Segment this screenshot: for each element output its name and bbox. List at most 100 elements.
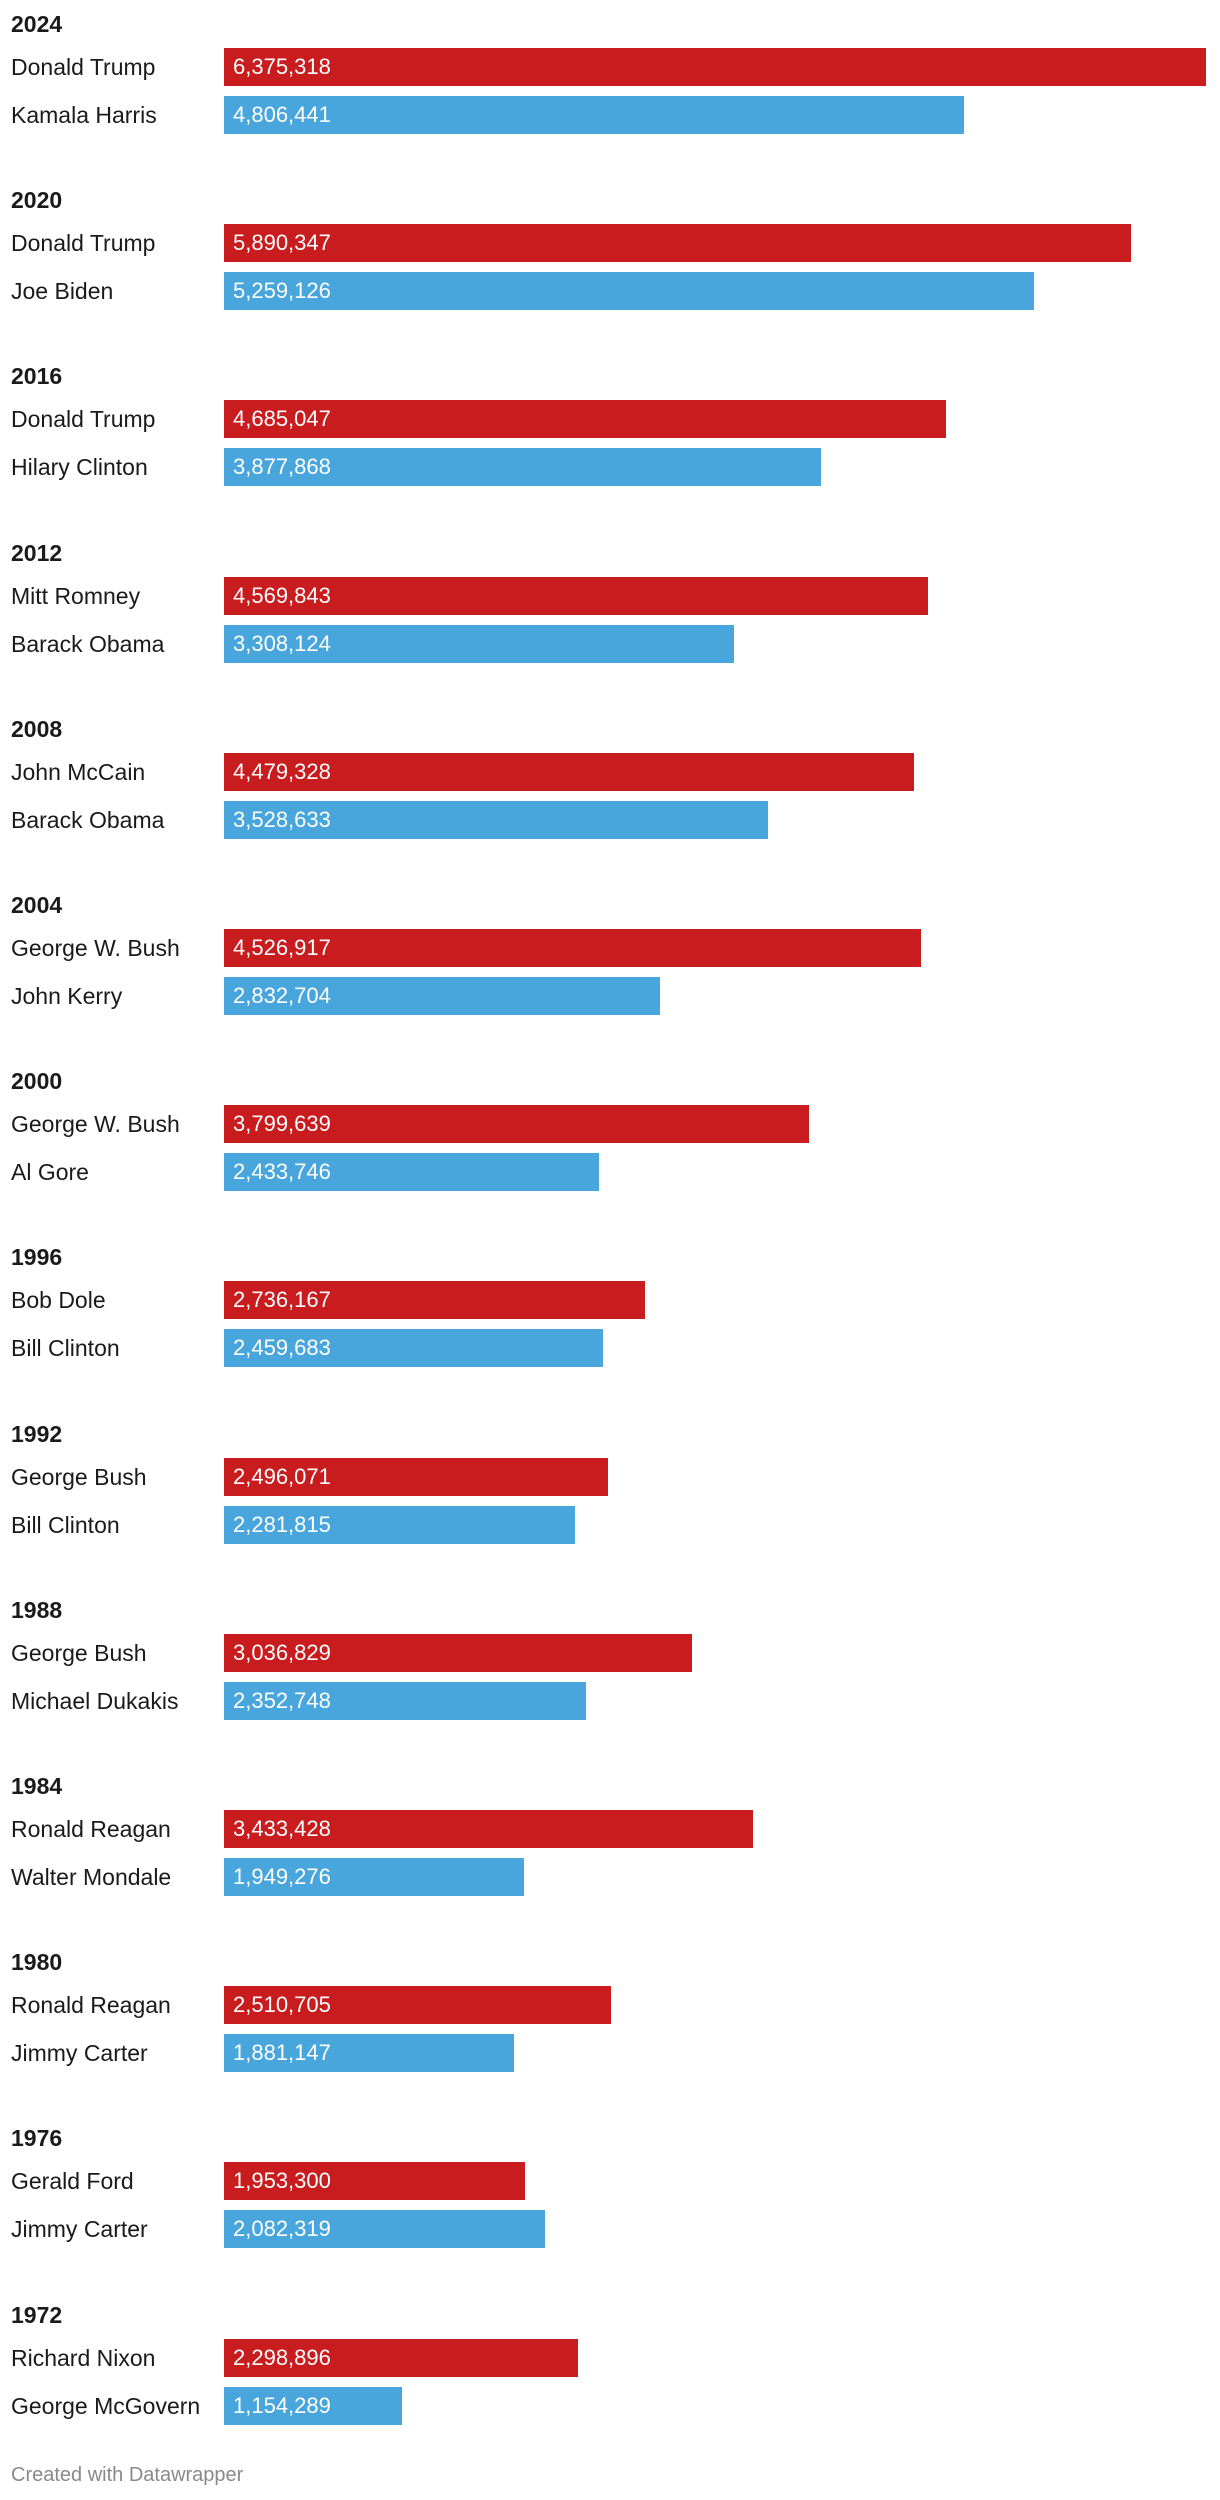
- vote-bar-republican: [224, 576, 928, 615]
- candidate-row: George W. Bush 3,799,639: [0, 1105, 1220, 1144]
- vote-count-label: 1,154,289: [233, 2392, 331, 2418]
- vote-bar-democrat: [224, 1505, 576, 1544]
- candidate-row: Joe Biden 5,259,126: [0, 272, 1220, 311]
- year-group: 1980 Ronald Reagan 2,510,705 Jimmy Carter 1,…: [0, 1949, 1220, 2079]
- year-group: 1992 George Bush 2,496,071 Bill Clinton 2,28…: [0, 1421, 1220, 1551]
- candidate-row: Richard Nixon 2,298,896: [0, 2338, 1220, 2377]
- vote-bar-republican: [224, 2162, 525, 2201]
- year-group: 2012 Mitt Romney 4,569,843 Barack Obama 3,30…: [0, 540, 1220, 670]
- candidate-name: Bill Clinton: [11, 1511, 120, 1538]
- vote-count-label: 6,375,318: [233, 54, 331, 79]
- year-heading: 1972: [11, 2301, 63, 2328]
- candidate-name: Hilary Clinton: [11, 454, 148, 481]
- candidate-name: Bob Dole: [11, 1287, 106, 1314]
- candidate-name: Donald Trump: [11, 54, 156, 80]
- vote-count-label: 1,953,300: [233, 2168, 331, 2194]
- vote-count-label: 3,308,124: [233, 630, 331, 656]
- vote-bar-democrat: [224, 2386, 402, 2425]
- year-group: 2004 George W. Bush 4,526,917 John Kerry 2,8…: [0, 892, 1220, 1022]
- year-group: 1988 George Bush 3,036,829 Michael Dukakis 2…: [0, 1597, 1220, 1727]
- candidate-name: Jimmy Carter: [11, 2040, 148, 2067]
- vote-bar-democrat: [224, 2210, 545, 2249]
- candidate-row: Jimmy Carter 1,881,147: [0, 2034, 1220, 2073]
- vote-count-label: 4,569,843: [233, 582, 331, 608]
- year-heading: 2020: [11, 187, 63, 214]
- vote-bar-republican: [224, 752, 914, 791]
- year-group: 2024 Donald Trump 6,375,318 Kamala Harris 4,…: [0, 11, 1220, 141]
- year-group: 1984 Ronald Reagan 3,433,428 Walter Mondale…: [0, 1773, 1220, 1903]
- vote-bar-democrat: [224, 800, 768, 839]
- candidate-row: Donald Trump 4,685,047: [0, 400, 1220, 439]
- year-heading: 2024: [11, 11, 63, 37]
- year-group: 1976 Gerald Ford 1,953,300 Jimmy Carter 2,08…: [0, 2125, 1220, 2255]
- vote-bar-democrat: [224, 1329, 603, 1368]
- vote-count-label: 2,281,815: [233, 1511, 331, 1537]
- vote-bar-republican: [224, 1457, 609, 1496]
- candidate-row: Ronald Reagan 2,510,705: [0, 1986, 1220, 2025]
- year-group: 1972 Richard Nixon 2,298,896 George McGover…: [0, 2302, 1220, 2432]
- candidate-row: Mitt Romney 4,569,843: [0, 576, 1220, 615]
- year-heading: 1984: [11, 1773, 63, 1799]
- year-heading: 1980: [11, 1949, 63, 1976]
- candidate-name: Jimmy Carter: [11, 2216, 148, 2243]
- vote-bar-democrat: [224, 977, 661, 1015]
- vote-count-label: 3,528,633: [233, 806, 331, 832]
- candidate-row: Walter Mondale 1,949,276: [0, 1858, 1220, 1896]
- candidate-row: Al Gore 2,433,746: [0, 1153, 1220, 1192]
- candidate-row: Barack Obama 3,308,124: [0, 624, 1220, 663]
- vote-bar-democrat: [224, 96, 965, 134]
- candidate-name: John McCain: [11, 758, 146, 785]
- candidate-name: George Bush: [11, 1639, 147, 1666]
- candidate-name: Richard Nixon: [11, 2344, 156, 2371]
- candidate-row: George McGovern 1,154,289: [0, 2386, 1220, 2425]
- vote-bar-republican: [224, 1105, 810, 1144]
- year-group: 2016 Donald Trump 4,685,047 Hilary Clinton 3…: [0, 363, 1220, 493]
- candidate-row: George Bush 3,036,829: [0, 1633, 1220, 1672]
- year-heading: 1976: [11, 2125, 63, 2152]
- vote-count-label: 2,496,071: [233, 1463, 331, 1489]
- candidate-name: Joe Biden: [11, 278, 114, 305]
- year-heading: 2004: [11, 892, 63, 918]
- vote-bar-republican: [224, 1633, 692, 1672]
- candidate-row: Donald Trump 5,890,347: [0, 224, 1220, 263]
- candidate-row: Barack Obama 3,528,633: [0, 800, 1220, 839]
- vote-count-label: 4,806,441: [233, 102, 331, 127]
- candidate-name: Michael Dukakis: [11, 1687, 179, 1714]
- candidate-row: Hilary Clinton 3,877,868: [0, 448, 1220, 487]
- candidate-name: Bill Clinton: [11, 1335, 120, 1362]
- year-heading: 2012: [11, 539, 63, 566]
- vote-count-label: 2,298,896: [233, 2344, 331, 2370]
- vote-bar-democrat: [224, 1681, 587, 1720]
- vote-count-label: 2,736,167: [233, 1287, 331, 1313]
- candidate-row: Ronald Reagan 3,433,428: [0, 1810, 1220, 1848]
- candidate-name: George Bush: [11, 1463, 147, 1490]
- candidate-name: George McGovern: [11, 2392, 201, 2419]
- vote-count-label: 4,685,047: [233, 406, 331, 432]
- year-group: 2000 George W. Bush 3,799,639 Al Gore 2,433,…: [0, 1068, 1220, 1198]
- candidate-row: John McCain 4,479,328: [0, 752, 1220, 791]
- vote-count-label: 3,433,428: [233, 1816, 331, 1841]
- year-group: 2008 John McCain 4,479,328 Barack Obama 3,52…: [0, 716, 1220, 846]
- vote-count-label: 3,877,868: [233, 454, 331, 480]
- year-group: 1996 Bob Dole 2,736,167 Bill Clinton 2,459,6…: [0, 1244, 1220, 1374]
- candidate-name: Donald Trump: [11, 406, 156, 433]
- candidate-row: Jimmy Carter 2,082,319: [0, 2210, 1220, 2249]
- vote-bar-republican: [224, 224, 1132, 263]
- candidate-name: John Kerry: [11, 983, 123, 1009]
- vote-count-label: 3,799,639: [233, 1111, 331, 1137]
- candidate-name: George W. Bush: [11, 1111, 180, 1138]
- candidate-row: Bill Clinton 2,281,815: [0, 1505, 1220, 1544]
- candidate-name: Donald Trump: [11, 230, 156, 257]
- candidate-row: Kamala Harris 4,806,441: [0, 96, 1220, 134]
- vote-bar-democrat: [224, 2034, 514, 2073]
- vote-count-label: 2,082,319: [233, 2216, 331, 2242]
- year-heading: 2000: [11, 1068, 63, 1095]
- vote-count-label: 2,433,746: [233, 1159, 331, 1185]
- vote-bar-democrat: [224, 1153, 599, 1192]
- vote-bar-democrat: [224, 448, 822, 487]
- year-group: 2020 Donald Trump 5,890,347 Joe Biden 5,259,…: [0, 187, 1220, 317]
- candidate-row: George W. Bush 4,526,917: [0, 929, 1220, 967]
- vote-bar-republican: [224, 1281, 646, 1320]
- year-heading: 1992: [11, 1420, 63, 1447]
